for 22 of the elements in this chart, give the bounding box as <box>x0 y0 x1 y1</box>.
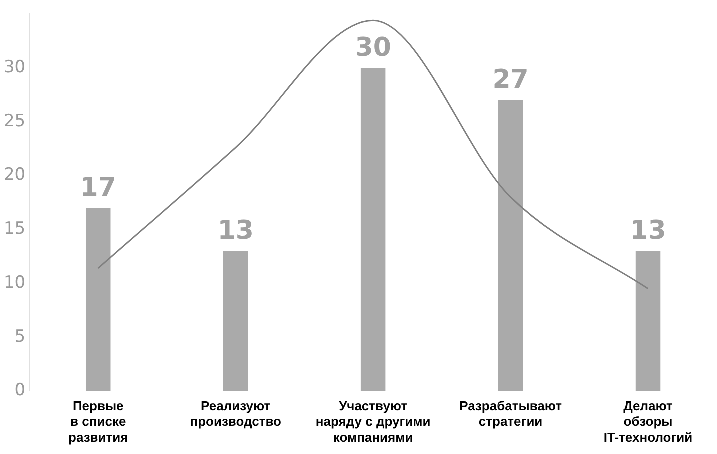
y-tick-label: 30 <box>4 57 26 78</box>
x-tick-label: Участвуют наряду с другими компаниями <box>316 398 431 445</box>
y-tick-label: 20 <box>4 165 26 186</box>
x-tick-label: Первые в списке развития <box>68 398 128 445</box>
y-tick-label: 0 <box>14 380 26 401</box>
y-tick-label: 15 <box>4 219 26 240</box>
x-tick-label: Разрабатывают стратегии <box>460 398 562 430</box>
bar <box>636 251 661 392</box>
data-label: 30 <box>355 32 392 63</box>
bar <box>223 251 248 392</box>
data-label: 13 <box>218 216 254 246</box>
data-label: 17 <box>80 172 116 203</box>
y-tick-label: 10 <box>4 272 26 293</box>
y-tick-label: 25 <box>4 111 26 132</box>
x-tick-label: Делают обзоры IT-технологий <box>604 398 693 445</box>
bar <box>360 68 386 392</box>
y-tick-label: 5 <box>14 326 26 347</box>
bar <box>86 208 111 392</box>
x-tick-label: Реализуют производство <box>190 398 282 430</box>
data-label: 13 <box>630 216 666 246</box>
data-label: 27 <box>492 65 529 96</box>
bar <box>498 100 524 392</box>
